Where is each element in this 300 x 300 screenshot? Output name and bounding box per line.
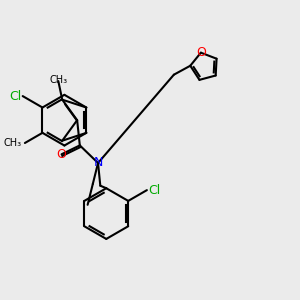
Text: CH₃: CH₃ xyxy=(49,75,68,85)
Text: CH₃: CH₃ xyxy=(4,138,22,148)
Text: N: N xyxy=(93,157,103,169)
Text: O: O xyxy=(196,46,206,59)
Text: Cl: Cl xyxy=(9,90,21,103)
Text: O: O xyxy=(57,148,67,161)
Text: Cl: Cl xyxy=(148,184,160,196)
